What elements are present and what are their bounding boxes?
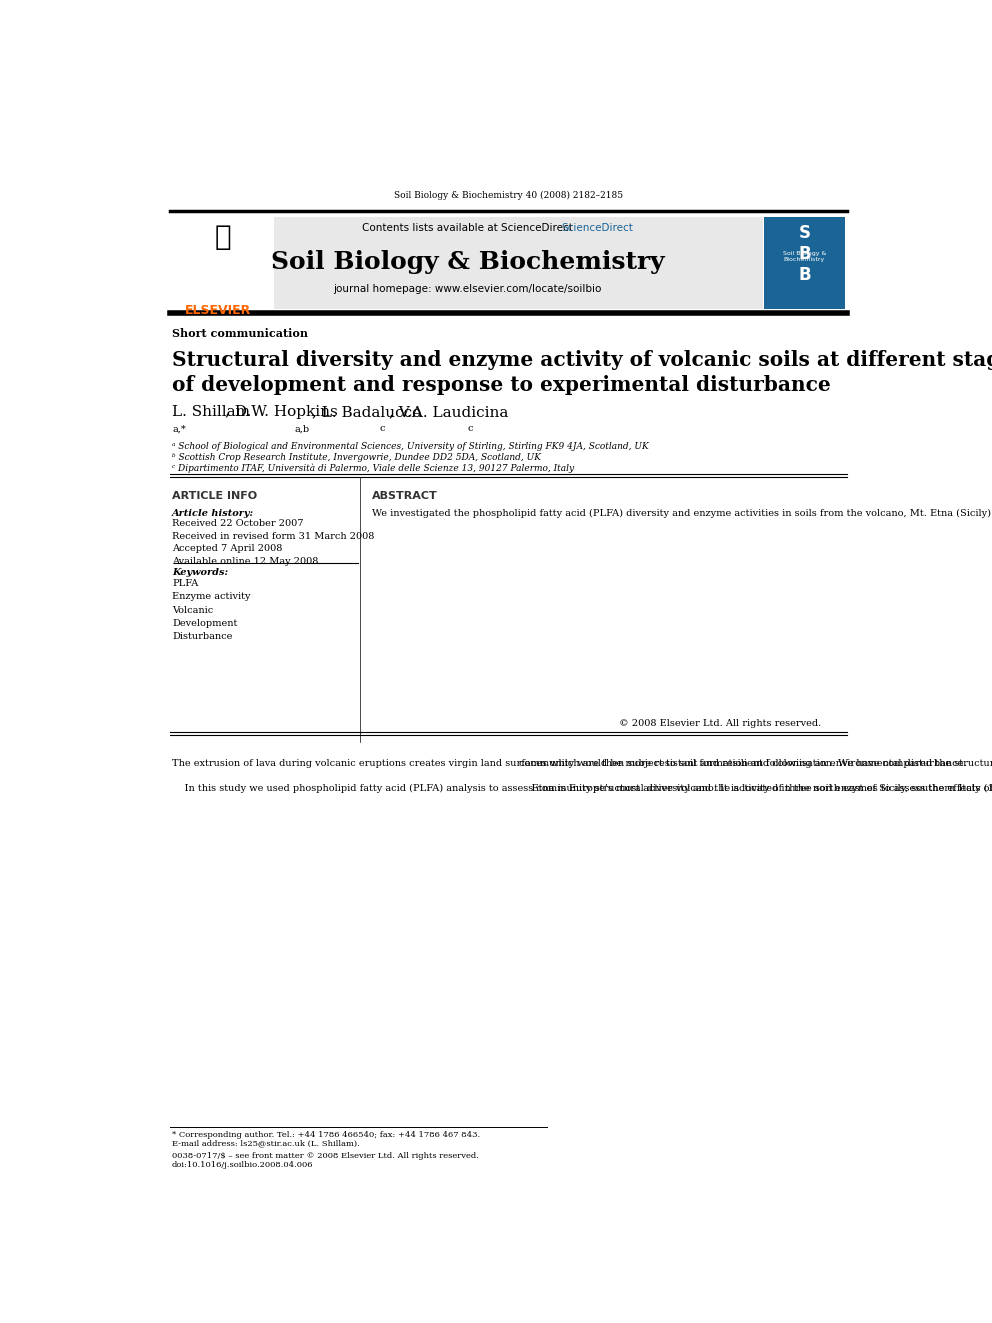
- Text: c: c: [380, 425, 385, 434]
- Text: 0038-0717/$ – see front matter © 2008 Elsevier Ltd. All rights reserved.: 0038-0717/$ – see front matter © 2008 El…: [172, 1152, 479, 1160]
- Text: E-mail address: ls25@stir.ac.uk (L. Shillam).: E-mail address: ls25@stir.ac.uk (L. Shil…: [172, 1139, 360, 1148]
- Text: a,b: a,b: [295, 425, 310, 434]
- Text: © 2008 Elsevier Ltd. All rights reserved.: © 2008 Elsevier Ltd. All rights reserved…: [619, 720, 821, 729]
- FancyBboxPatch shape: [172, 217, 275, 308]
- Text: ARTICLE INFO: ARTICLE INFO: [172, 491, 257, 501]
- Text: * Corresponding author. Tel.: +44 1786 466540; fax: +44 1786 467 843.: * Corresponding author. Tel.: +44 1786 4…: [172, 1131, 480, 1139]
- FancyBboxPatch shape: [172, 217, 763, 308]
- Text: journal homepage: www.elsevier.com/locate/soilbio: journal homepage: www.elsevier.com/locat…: [333, 284, 601, 294]
- Text: L. Shillam: L. Shillam: [172, 405, 250, 419]
- Text: community would be more resistant and resilient following an environmental distu: community would be more resistant and re…: [519, 759, 992, 792]
- Text: a,*: a,*: [172, 425, 186, 434]
- Text: Keywords:: Keywords:: [172, 569, 228, 577]
- Text: Soil Biology & Biochemistry 40 (2008) 2182–2185: Soil Biology & Biochemistry 40 (2008) 21…: [394, 191, 623, 200]
- Text: Structural diversity and enzyme activity of volcanic soils at different stages
o: Structural diversity and enzyme activity…: [172, 349, 992, 394]
- Text: c: c: [467, 425, 473, 434]
- Text: ᶜ Dipartimento ITAF, Università di Palermo, Viale delle Scienze 13, 90127 Palerm: ᶜ Dipartimento ITAF, Università di Paler…: [172, 463, 574, 474]
- Text: The extrusion of lava during volcanic eruptions creates virgin land surfaces whi: The extrusion of lava during volcanic er…: [172, 759, 992, 792]
- FancyBboxPatch shape: [764, 217, 845, 308]
- Text: , L. Badalucco: , L. Badalucco: [312, 405, 422, 419]
- Text: ᵃ School of Biological and Environmental Sciences, University of Stirling, Stirl: ᵃ School of Biological and Environmental…: [172, 442, 649, 451]
- Text: ABSTRACT: ABSTRACT: [372, 491, 437, 501]
- Text: , V.A. Laudicina: , V.A. Laudicina: [389, 405, 509, 419]
- Text: Received 22 October 2007
Received in revised form 31 March 2008
Accepted 7 April: Received 22 October 2007 Received in rev…: [172, 519, 374, 566]
- Text: Soil Biology & Biochemistry: Soil Biology & Biochemistry: [271, 250, 664, 274]
- Text: ELSEVIER: ELSEVIER: [185, 303, 251, 316]
- Text: doi:10.1016/j.soilbio.2008.04.006: doi:10.1016/j.soilbio.2008.04.006: [172, 1160, 313, 1168]
- Text: Article history:: Article history:: [172, 509, 254, 519]
- Text: Short communication: Short communication: [172, 328, 309, 339]
- Text: ᵇ Scottish Crop Research Institute, Invergowrie, Dundee DD2 5DA, Scotland, UK: ᵇ Scottish Crop Research Institute, Inve…: [172, 452, 541, 462]
- Text: , D.W. Hopkins: , D.W. Hopkins: [225, 405, 337, 419]
- Text: Contents lists available at ScienceDirect: Contents lists available at ScienceDirec…: [362, 222, 572, 233]
- Text: S
B
B: S B B: [799, 224, 810, 284]
- Text: We investigated the phospholipid fatty acid (PLFA) diversity and enzyme activiti: We investigated the phospholipid fatty a…: [372, 509, 992, 519]
- Text: 🌲: 🌲: [215, 224, 231, 251]
- Text: PLFA
Enzyme activity
Volcanic
Development
Disturbance: PLFA Enzyme activity Volcanic Developmen…: [172, 579, 251, 640]
- Text: Soil Biology &
Biochemistry: Soil Biology & Biochemistry: [783, 251, 826, 262]
- Text: ScienceDirect: ScienceDirect: [561, 222, 634, 233]
